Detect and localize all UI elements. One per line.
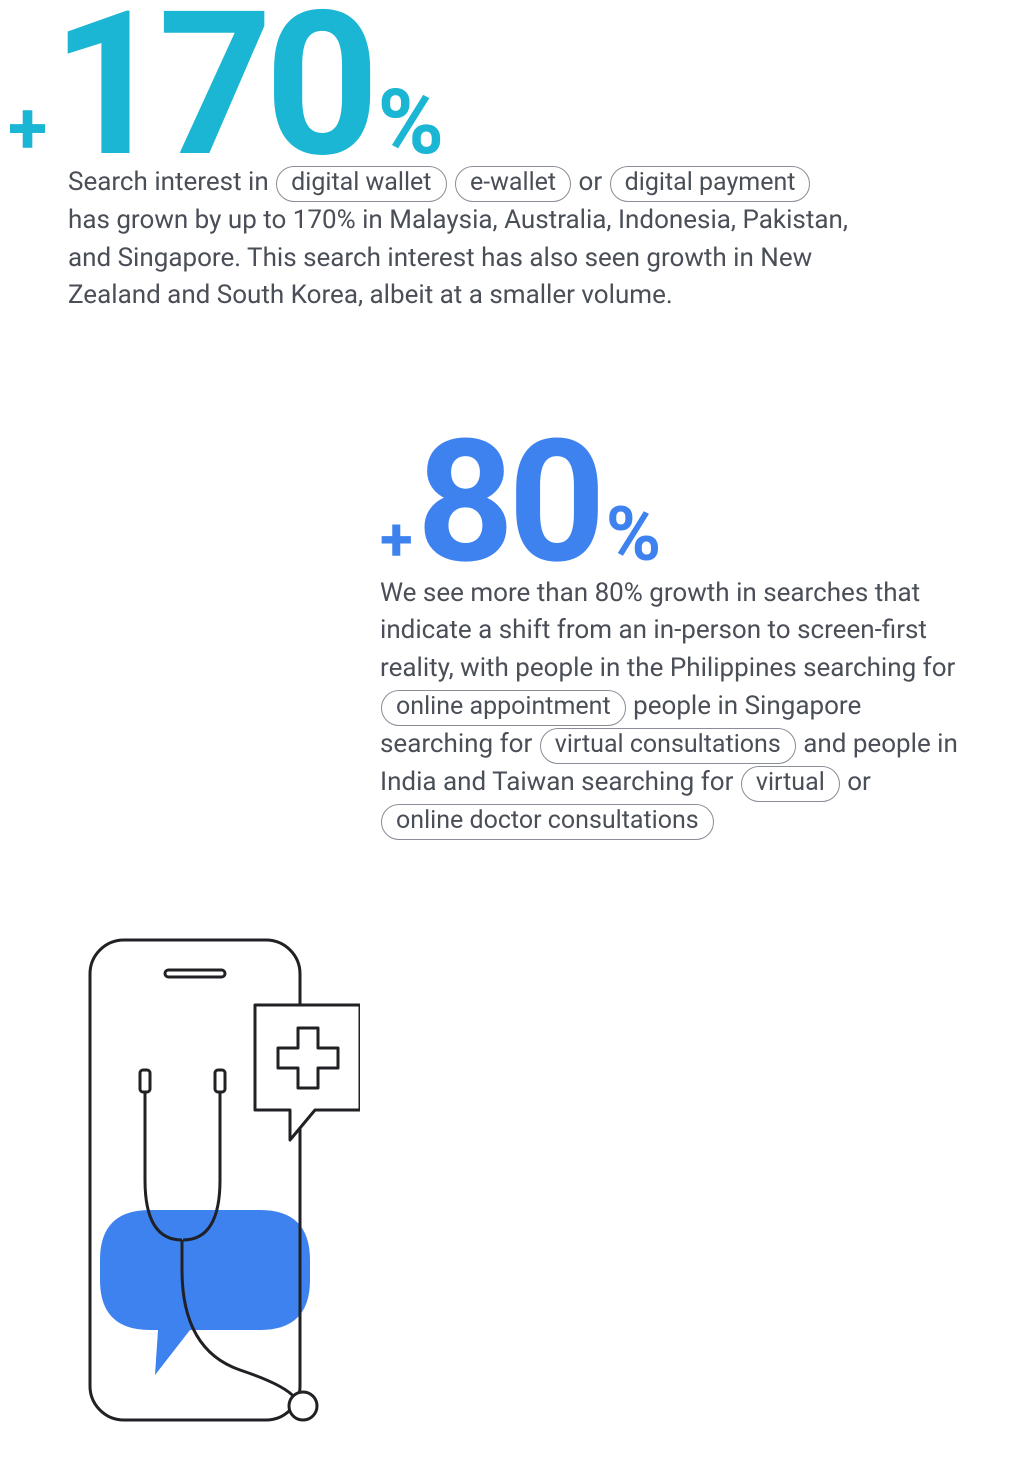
search-term-pill: digital payment bbox=[610, 166, 811, 202]
stat-value-170: + 170 % bbox=[8, 0, 900, 170]
search-term-pill: digital wallet bbox=[276, 166, 446, 202]
percent-sign: % bbox=[377, 85, 444, 162]
search-term-pill: virtual bbox=[741, 766, 840, 802]
percent-sign: % bbox=[606, 504, 661, 568]
search-term-pill: online appointment bbox=[381, 690, 626, 726]
search-term-pill: e-wallet bbox=[455, 166, 571, 202]
stat-block-screen-first: + 80 % We see more than 80% growth in se… bbox=[0, 430, 1024, 840]
stat-number: 80 bbox=[417, 430, 600, 575]
search-term-pill: online doctor consultations bbox=[381, 804, 714, 840]
telehealth-illustration bbox=[40, 900, 360, 1460]
stat-number: 170 bbox=[51, 0, 371, 170]
stat-description-1: Search interest in digital wallet e-wall… bbox=[68, 164, 848, 315]
stat-block-digital-wallet: + 170 % Search interest in digital walle… bbox=[0, 0, 900, 315]
stat-description-2: We see more than 80% growth in searches … bbox=[380, 575, 980, 840]
search-term-pill: virtual consultations bbox=[540, 728, 796, 764]
stat-value-80: + 80 % bbox=[380, 430, 1024, 575]
plus-sign: + bbox=[8, 98, 47, 159]
plus-sign: + bbox=[380, 514, 413, 565]
